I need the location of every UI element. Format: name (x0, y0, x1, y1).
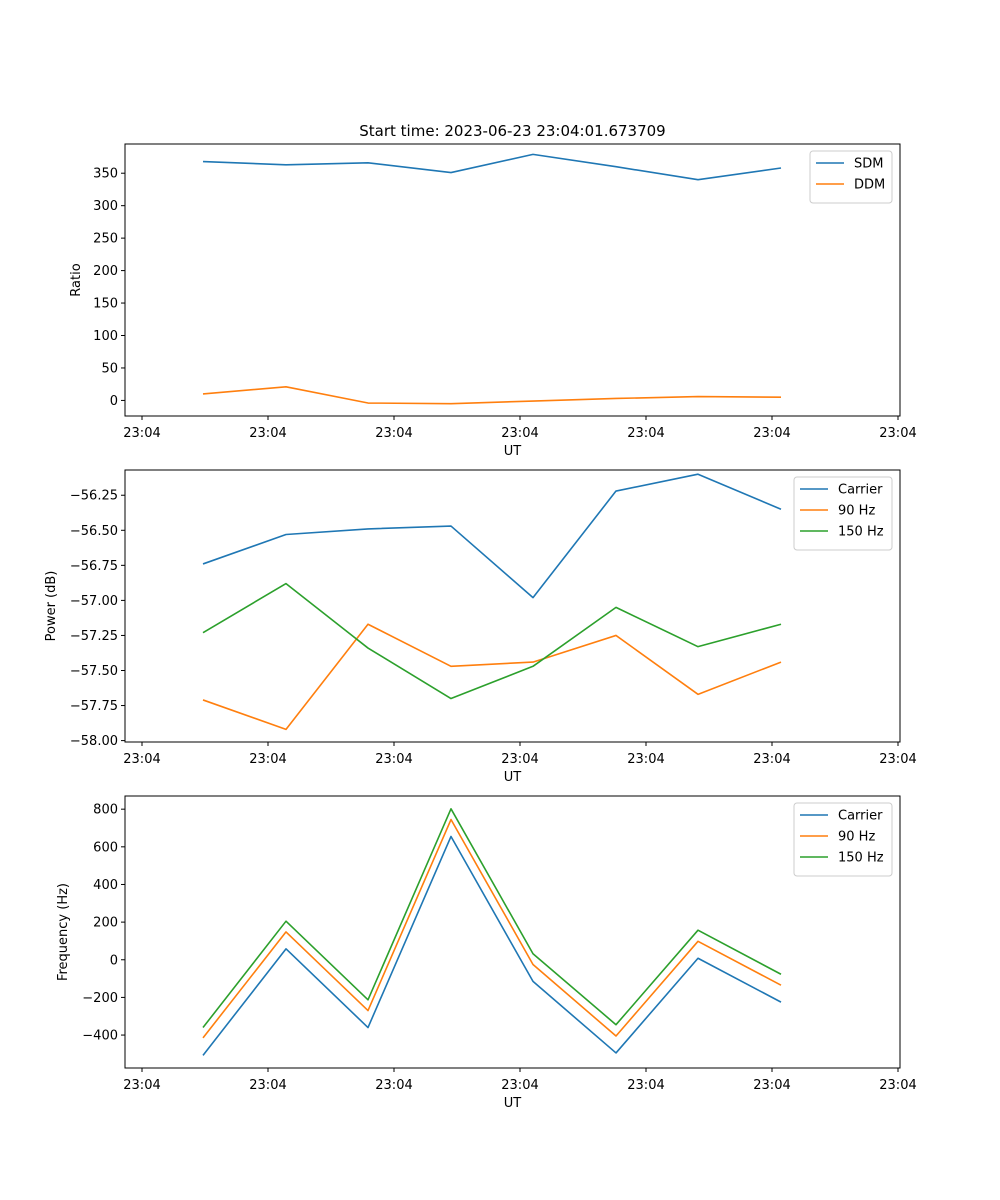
x-tick-label: 23:04 (375, 752, 412, 767)
series-line-150-hz (202, 582, 782, 700)
y-axis-label: Frequency (Hz) (56, 883, 71, 981)
legend: Carrier 90 Hz 150 Hz (793, 476, 893, 551)
x-tick-label: 23:04 (753, 1078, 790, 1093)
y-axis-label: Power (dB) (44, 571, 59, 642)
y-tick-label: 250 (93, 232, 118, 247)
x-tick-label: 23:04 (879, 426, 916, 441)
y-tick-label: 200 (93, 264, 118, 279)
legend-label: SDM (854, 157, 883, 172)
y-tick-label: 100 (93, 329, 118, 344)
x-tick-label: 23:04 (879, 1078, 916, 1093)
series-line-150-hz (202, 807, 782, 1029)
series-line-90-hz (202, 818, 782, 1039)
y-tick-label: −57.50 (70, 664, 118, 679)
y-tick-label: 600 (93, 840, 118, 855)
y-axis-label: Ratio (69, 263, 84, 296)
y-tick-label: −57.75 (70, 699, 118, 714)
x-tick-label: 23:04 (249, 752, 286, 767)
x-tick-label: 23:04 (879, 752, 916, 767)
y-tick-label: −200 (82, 991, 118, 1006)
x-tick-label: 23:04 (753, 426, 790, 441)
legend: SDM DDM (809, 150, 893, 204)
legend-label: DDM (854, 178, 885, 193)
y-tick-label: −57.00 (70, 594, 118, 609)
x-axis-label: UT (504, 444, 522, 459)
y-tick-label: −56.75 (70, 559, 118, 574)
series-line-ddm (202, 385, 782, 405)
y-tick-label: −56.25 (70, 489, 118, 504)
axes-frame (124, 143, 901, 417)
legend-label: Carrier (838, 483, 883, 498)
y-tick-label: 0 (110, 394, 118, 409)
y-tick-label: 50 (101, 361, 118, 376)
x-axis-label: UT (504, 770, 522, 785)
axes-frame (124, 469, 901, 743)
x-tick-label: 23:04 (123, 1078, 160, 1093)
y-tick-label: −400 (82, 1029, 118, 1044)
x-tick-label: 23:04 (123, 752, 160, 767)
y-tick-label: −57.25 (70, 629, 118, 644)
x-axis-label: UT (504, 1096, 522, 1111)
x-tick-label: 23:04 (753, 752, 790, 767)
legend-label: 150 Hz (838, 525, 884, 540)
x-tick-label: 23:04 (375, 426, 412, 441)
x-tick-label: 23:04 (627, 426, 664, 441)
series-line-carrier (202, 835, 782, 1056)
y-tick-label: −56.50 (70, 524, 118, 539)
axes-frame (124, 795, 901, 1069)
y-tick-label: 150 (93, 297, 118, 312)
x-tick-label: 23:04 (375, 1078, 412, 1093)
y-tick-label: 350 (93, 167, 118, 182)
legend-box (809, 150, 893, 204)
figure-title: Start time: 2023-06-23 23:04:01.673709 (359, 122, 665, 140)
y-tick-label: 800 (93, 803, 118, 818)
x-tick-label: 23:04 (249, 426, 286, 441)
legend: Carrier 90 Hz 150 Hz (793, 802, 893, 877)
y-tick-label: 200 (93, 916, 118, 931)
y-tick-label: 0 (110, 953, 118, 968)
x-tick-label: 23:04 (501, 1078, 538, 1093)
x-tick-label: 23:04 (123, 426, 160, 441)
subplot-power: 23:04 23:04 23:04 23:04 23:04 23:04 23:04 UT −58… (44, 469, 917, 785)
legend-label: 90 Hz (838, 830, 875, 845)
legend-label: 90 Hz (838, 504, 875, 519)
y-tick-label: −58.00 (70, 734, 118, 749)
series-line-90-hz (202, 623, 782, 731)
x-tick-label: 23:04 (501, 752, 538, 767)
x-tick-label: 23:04 (627, 1078, 664, 1093)
series-line-carrier (202, 473, 782, 599)
x-tick-label: 23:04 (249, 1078, 286, 1093)
x-tick-label: 23:04 (627, 752, 664, 767)
y-tick-label: 400 (93, 878, 118, 893)
legend-label: 150 Hz (838, 851, 884, 866)
x-tick-label: 23:04 (501, 426, 538, 441)
subplot-frequency: 23:04 23:04 23:04 23:04 23:04 23:04 23:04 UT −40… (56, 795, 917, 1111)
legend-label: Carrier (838, 809, 883, 824)
subplot-ratio: 23:04 23:04 23:04 23:04 23:04 23:04 23:04 UT 0 50… (69, 143, 917, 459)
y-tick-label: 300 (93, 199, 118, 214)
series-line-sdm (202, 153, 782, 181)
